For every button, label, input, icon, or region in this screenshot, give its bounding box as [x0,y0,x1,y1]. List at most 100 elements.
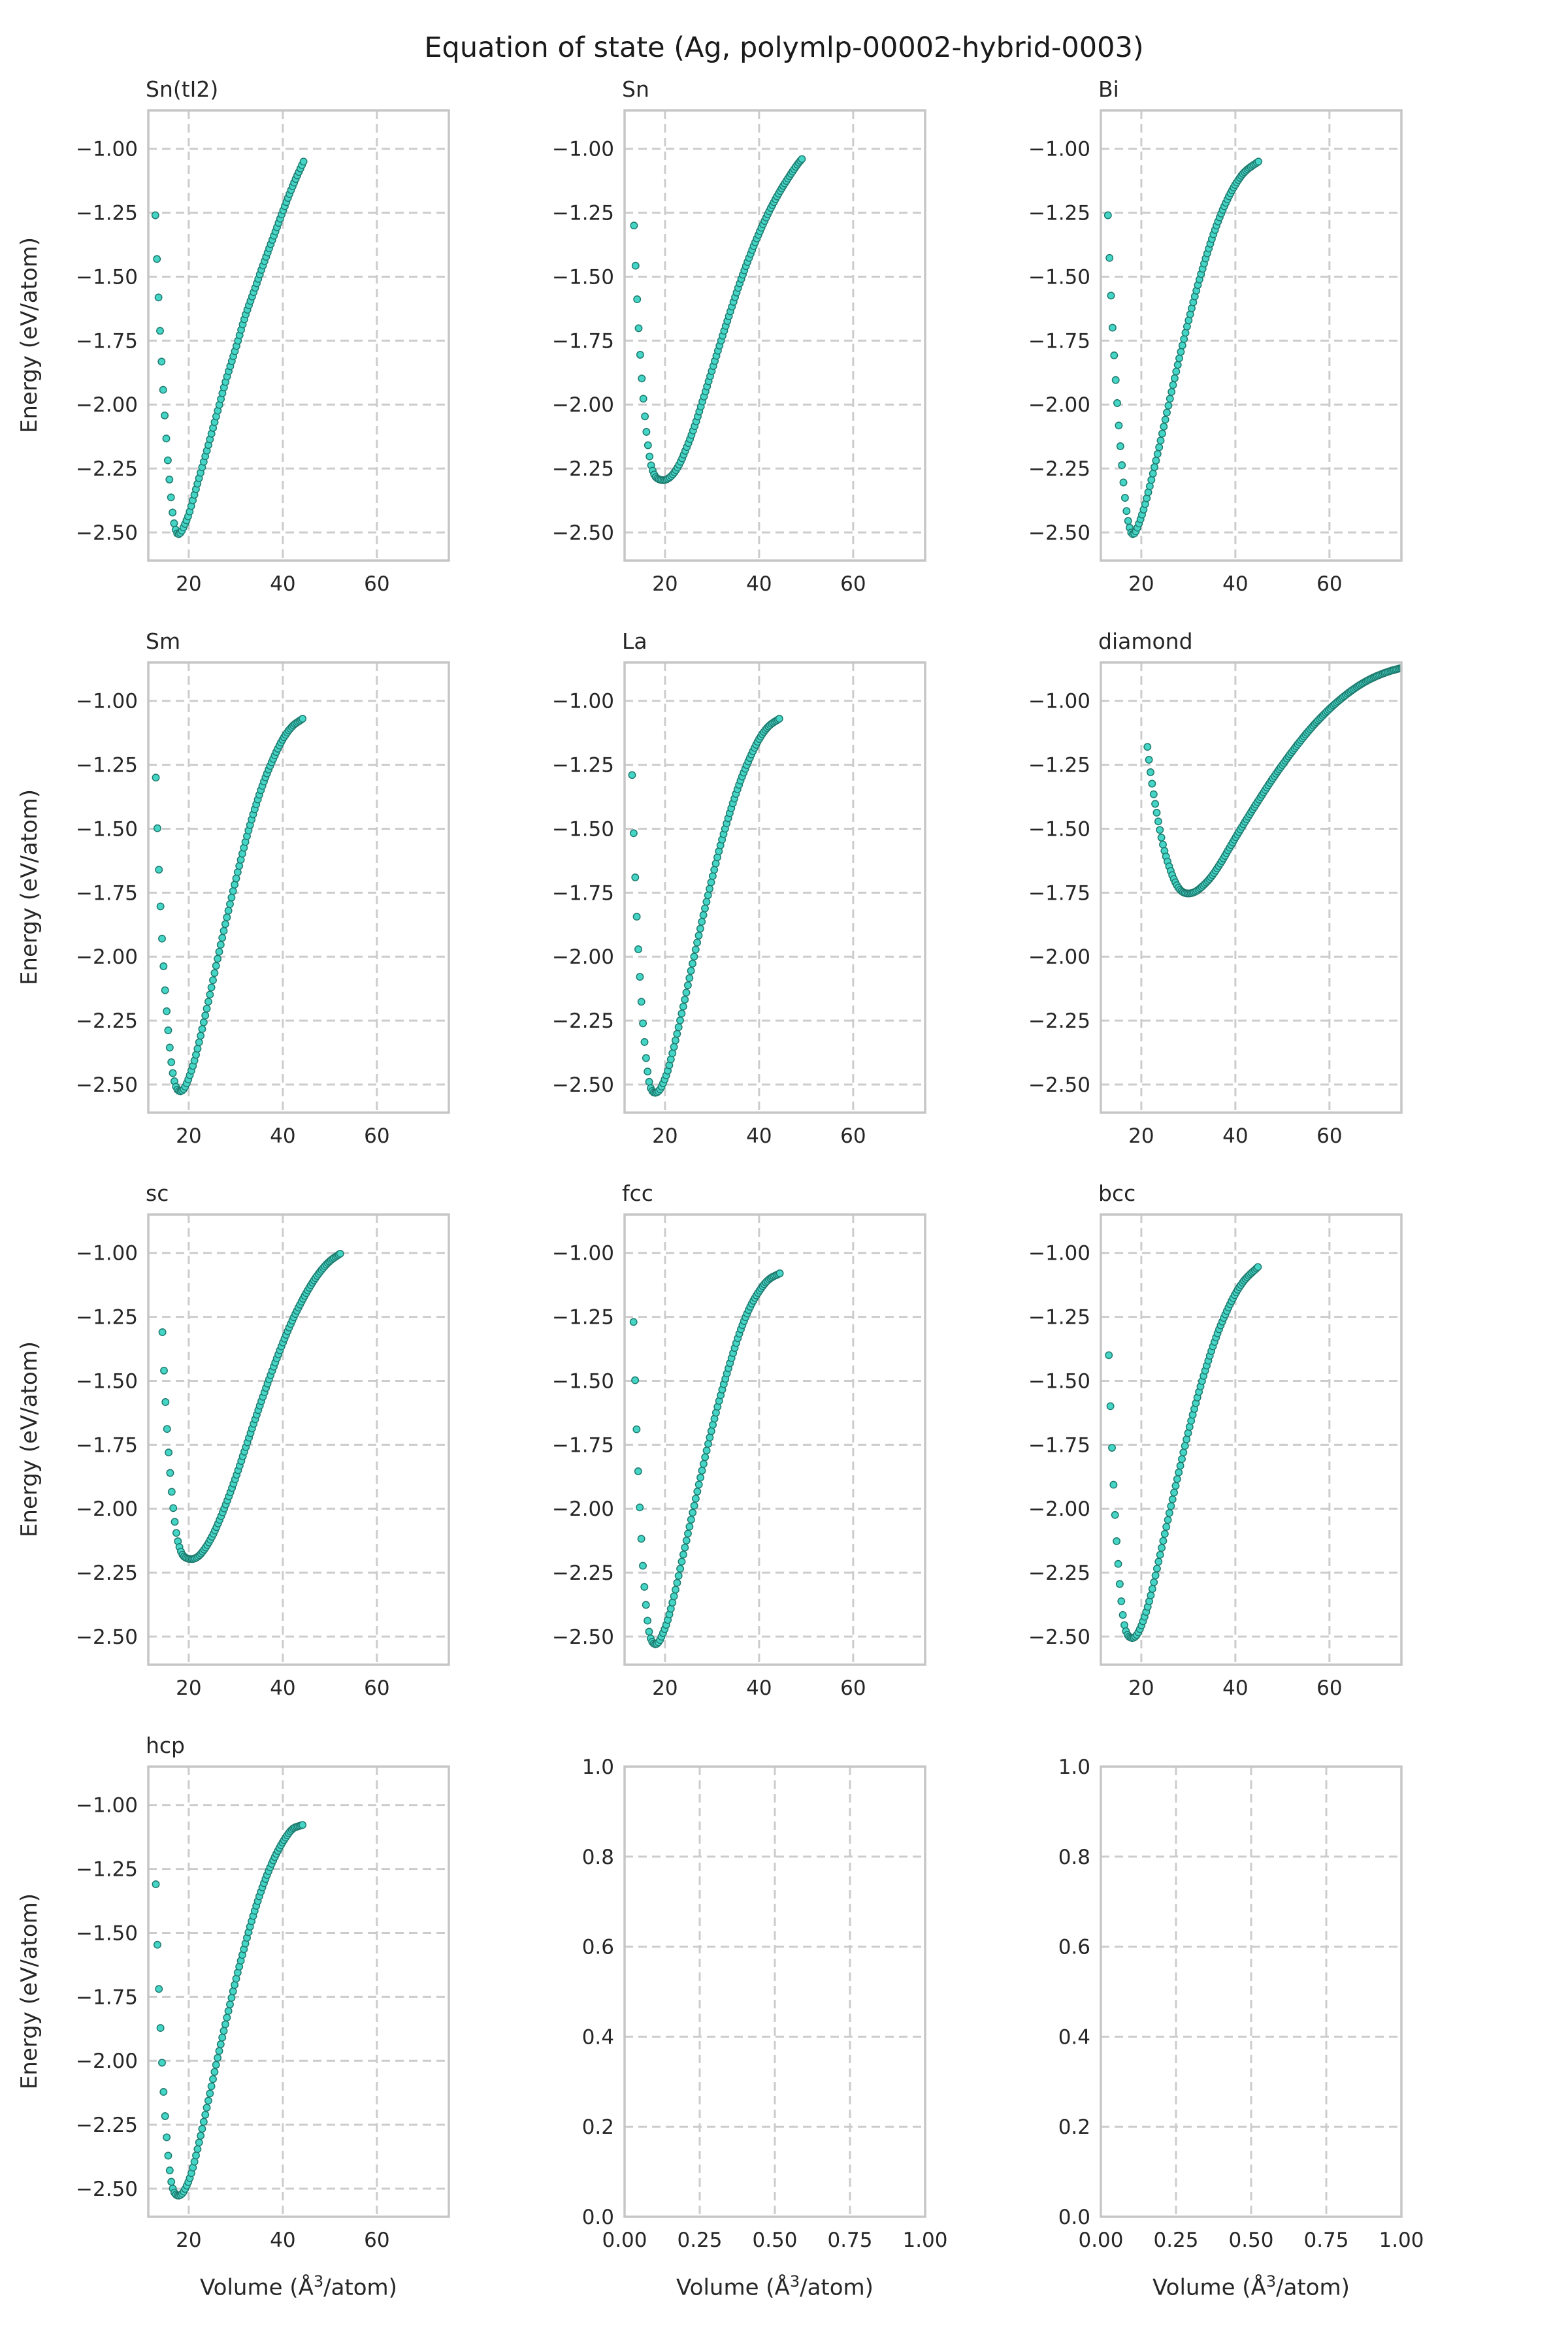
data-point [165,1043,174,1052]
data-point [689,1509,697,1517]
data-point [204,2097,212,2105]
y-tick-label: −1.00 [76,1794,138,1818]
data-point [210,2068,219,2076]
x-tick-label: 40 [746,1676,772,1700]
data-point [707,878,715,887]
data-point [1178,1455,1186,1463]
data-point [171,1518,179,1526]
data-point [1184,1429,1192,1437]
data-point [221,920,229,928]
y-tick-label: −1.00 [76,1242,138,1266]
data-point [152,774,160,782]
x-tick-label: 0.25 [1153,2229,1198,2252]
data-point [704,1440,712,1448]
data-point [161,1398,170,1406]
data-point [674,1572,683,1580]
data-point [214,955,222,963]
data-point [167,1058,176,1066]
x-tick-label: 60 [840,1124,866,1148]
data-point [639,395,647,403]
y-tick-label: −2.00 [552,1497,614,1521]
data-point [153,1940,161,1949]
subplot-bcc: bcc 20 40 60 −1.00 −1.25 −1.50 −1.75 −2.00 −2.25… [1028,1181,1403,1700]
data-point [696,1473,705,1482]
data-point [1147,768,1154,776]
y-tick-label: −1.00 [1028,690,1090,713]
data-point [227,1993,236,2002]
data-point [299,1821,307,1829]
x-tick-label: 60 [364,1124,389,1148]
y-tick-label: −2.25 [552,457,614,481]
data-point [193,2145,202,2153]
y-tick-label: −1.50 [552,1369,614,1393]
data-point [637,998,645,1006]
data-point [1151,800,1160,808]
x-tick-label: 20 [176,572,201,596]
subplot-la: La 20 40 60 −1.00 −1.25 −1.50 −1.75 −2.00 −2.25 −… [552,629,926,1148]
x-tick-label: 0.00 [602,2229,647,2252]
data-point [1147,1591,1155,1599]
data-point [1177,348,1185,356]
x-tick-label: 0.75 [1303,2229,1348,2252]
axes-frame [147,661,450,1114]
data-point [1156,826,1164,834]
data-point [1167,1502,1175,1511]
data-point [227,893,236,902]
data-point [165,1448,173,1457]
data-point [642,1054,650,1062]
data-point [1163,408,1171,417]
data-point [162,434,171,443]
x-tick-label: 60 [840,1676,866,1700]
y-tick-label: −2.50 [552,521,614,545]
y-tick-label: −2.25 [76,1561,138,1585]
data-point [630,221,638,230]
y-axis-label-row4: Energy (eV/atom) [16,1893,42,2090]
data-point [152,1880,160,1889]
y-tick-label: −1.50 [1028,1369,1090,1393]
data-point [1154,817,1162,826]
subplot-empty-2: 0.00 0.25 0.50 0.75 1.00 0.0 0.2 0.4 0.6 0.8 1.0 [1058,1756,1424,2252]
x-axis-label-sup: 3 [313,2272,324,2291]
y-tick-label: 0.8 [1058,1846,1090,1869]
data-point [1172,367,1181,376]
data-point [634,1467,642,1475]
x-axis-label-text: Volume (Å [200,2274,314,2301]
y-tick-label: −1.75 [552,329,614,353]
x-tick-label: 20 [1128,1676,1154,1700]
data-point [1170,374,1179,382]
data-point [1108,323,1117,332]
scatter-series [630,155,806,484]
x-tick-label: 0.25 [677,2229,722,2252]
axes-frame [1100,1213,1403,1666]
data-point [156,902,165,911]
axes-frame [623,661,926,1114]
data-point [1152,1564,1161,1573]
data-point [151,211,159,220]
data-point [1114,1560,1122,1568]
x-tick-label: 40 [270,1676,295,1700]
data-point [670,1592,678,1601]
y-tick-label: −1.25 [76,754,138,777]
data-point [678,1558,686,1566]
data-point [1183,1435,1191,1444]
x-tick-label: 40 [746,1124,772,1148]
y-tick-label: −2.00 [1028,1497,1090,1521]
data-point [640,1037,649,1046]
data-point [638,374,646,383]
data-point [698,1467,706,1475]
y-tick-label: −1.50 [76,1369,138,1393]
data-point [644,1616,652,1625]
data-point [226,900,234,908]
data-point [1148,1585,1156,1593]
x-tick-label: 20 [176,1676,201,1700]
plot-area: 20 40 60 −1.00 −1.25 −1.50 −1.75 −2.00 −2.25 −2.5… [76,661,450,1148]
data-point [1108,1444,1116,1452]
data-point [1143,743,1152,751]
data-point [679,1550,687,1559]
x-tick-label: 20 [1128,1124,1154,1148]
y-tick-label: −2.50 [76,521,138,545]
data-point [1109,1480,1118,1489]
data-point [636,1503,644,1512]
data-point [1168,387,1176,396]
x-tick-label: 60 [1316,1676,1342,1700]
